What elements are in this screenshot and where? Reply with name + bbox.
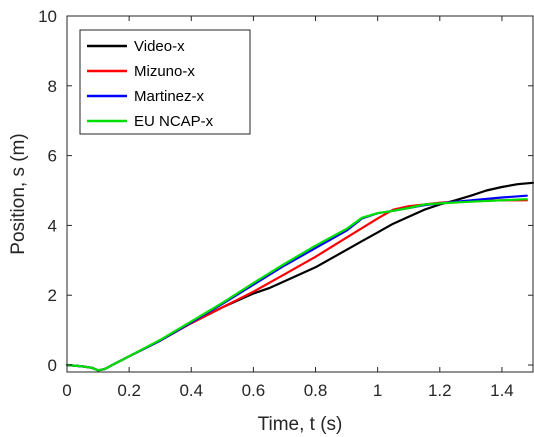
y-tick-label: 0 [48, 356, 57, 375]
y-tick-label: 2 [48, 286, 57, 305]
legend-label-4: EU NCAP-x [134, 113, 214, 130]
x-tick-label: 0.8 [304, 381, 328, 400]
series-layer [65, 181, 534, 372]
y-tick-label: 4 [48, 216, 57, 235]
tick-layer: 0 0.2 0.4 0.6 0.8 1 1.2 1.4 0 2 4 6 8 10 [38, 7, 533, 400]
legend: Video-x Mizuno-x Martinez-x EU NCAP-x [79, 29, 251, 135]
x-tick-label: 1.4 [490, 381, 514, 400]
x-tick-label: 0.6 [242, 381, 266, 400]
x-tick-label: 1 [373, 381, 382, 400]
y-axis-label: Position, s (m) [8, 133, 29, 254]
x-tick-label: 1.2 [428, 381, 452, 400]
y-tick-label: 6 [48, 147, 57, 166]
x-axis-label: Time, t (s) [258, 414, 343, 435]
y-tick-label: 8 [48, 77, 57, 96]
x-tick-label: 0 [62, 381, 71, 400]
legend-label-2: Mizuno-x [134, 63, 195, 80]
legend-label-1: Video-x [134, 38, 185, 55]
plot-frame [66, 15, 534, 373]
x-tick-label: 0.4 [179, 381, 203, 400]
legend-box [79, 29, 251, 135]
y-tick-label: 10 [38, 7, 57, 26]
series-line-4 [65, 198, 528, 372]
legend-label-3: Martinez-x [134, 88, 205, 105]
x-tick-label: 0.2 [117, 381, 141, 400]
legend-items: Video-x Mizuno-x Martinez-x EU NCAP-x [87, 38, 214, 130]
